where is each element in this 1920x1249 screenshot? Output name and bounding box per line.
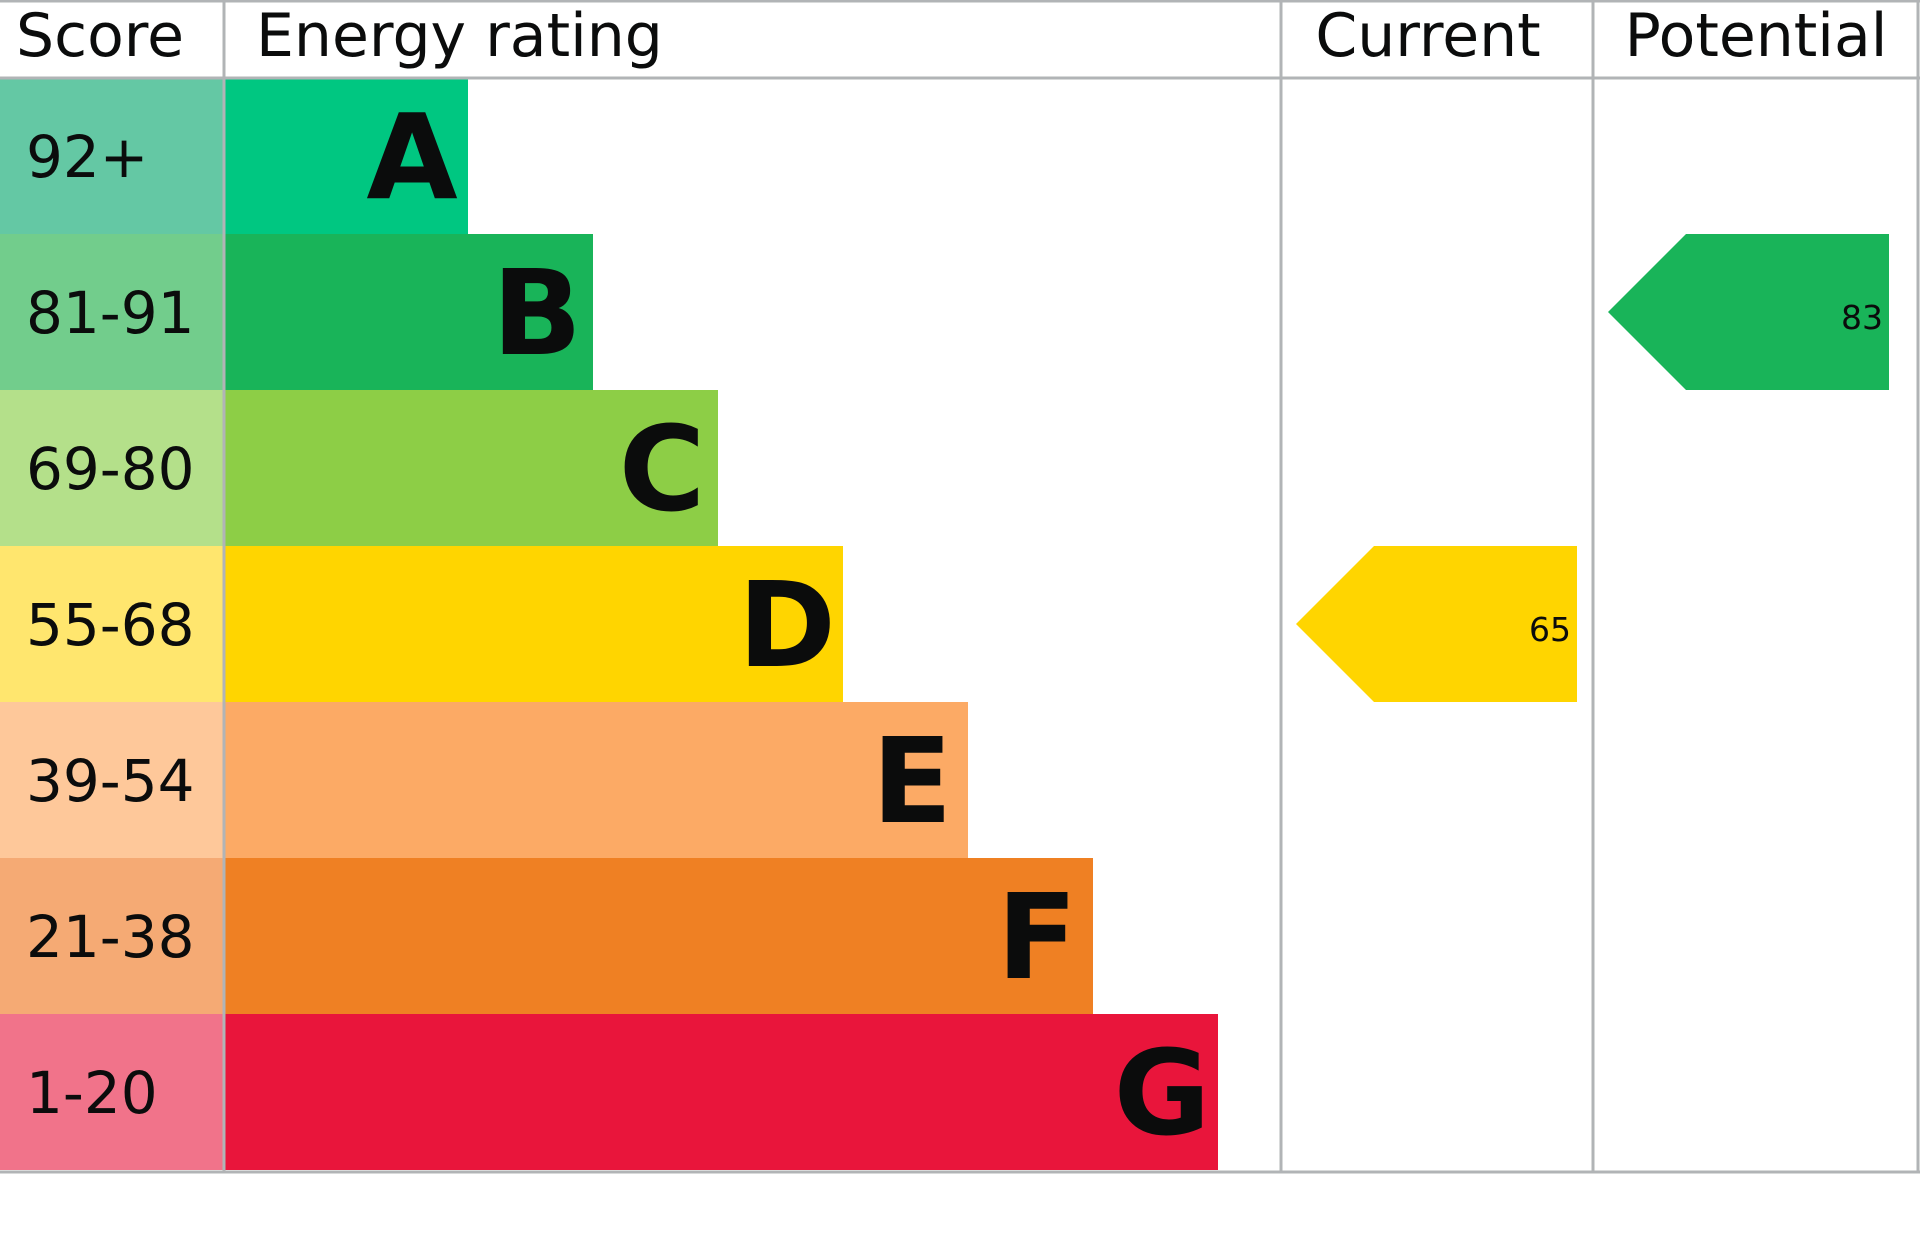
rating-bar-a <box>224 78 468 234</box>
rating-bar-b <box>224 234 593 390</box>
score-range-a: 92+ <box>26 123 148 191</box>
score-cell-e <box>0 702 224 858</box>
score-cell-c <box>0 390 224 546</box>
rating-bar-f <box>224 858 1093 1014</box>
rating-letter-g: G <box>1114 1024 1211 1162</box>
score-range-b: 81-91 <box>26 279 195 347</box>
rating-letter-d: D <box>738 556 836 694</box>
score-cell-b <box>0 234 224 390</box>
rating-bar-c <box>224 390 718 546</box>
potential-rating-value: 83 <box>1841 298 1883 337</box>
score-cell-d <box>0 546 224 702</box>
current-rating-arrow <box>1296 546 1577 702</box>
rating-letter-a: A <box>366 88 457 226</box>
score-range-f: 21-38 <box>26 903 195 971</box>
score-cell-a <box>0 78 224 234</box>
rating-letter-c: C <box>619 400 706 538</box>
score-cell-f <box>0 858 224 1014</box>
score-range-d: 55-68 <box>26 591 195 659</box>
current-rating-value: 65 <box>1529 610 1571 649</box>
rating-bar-e <box>224 702 968 858</box>
score-range-c: 69-80 <box>26 435 195 503</box>
grid-lines <box>0 0 1920 1174</box>
score-cell-g <box>0 1014 224 1170</box>
header-current: Current <box>1315 1 1540 71</box>
rating-letter-e: E <box>872 712 953 850</box>
rating-letter-f: F <box>997 868 1078 1006</box>
rating-bar-g <box>224 1014 1218 1170</box>
header-energy-rating: Energy rating <box>256 1 663 71</box>
score-range-e: 39-54 <box>26 747 195 815</box>
rating-letter-b: B <box>492 244 582 382</box>
header-potential: Potential <box>1625 1 1888 71</box>
potential-rating-arrow <box>1608 234 1889 390</box>
rating-bar-d <box>224 546 843 702</box>
score-range-g: 1-20 <box>26 1059 158 1127</box>
header-score: Score <box>16 1 184 71</box>
